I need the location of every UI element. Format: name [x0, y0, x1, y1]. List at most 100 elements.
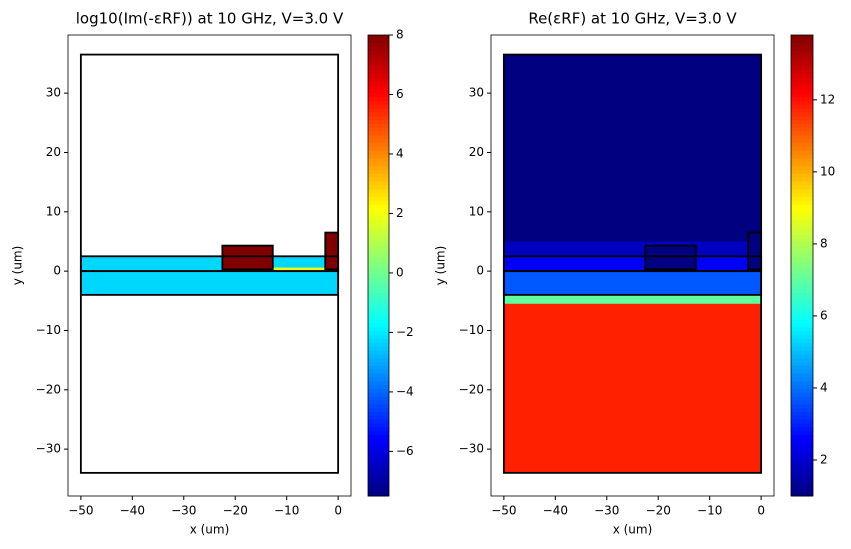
colorbar-cell: [791, 227, 813, 232]
colorbar-cell: [791, 100, 813, 105]
colorbar-cell: [368, 84, 389, 90]
colorbar-cell: [791, 223, 813, 228]
y-tick-label: 10: [469, 204, 484, 218]
colorbar-cell: [368, 346, 389, 351]
colorbar-cell: [368, 65, 389, 71]
colorbar-cell: [368, 246, 389, 251]
colorbar-cell: [791, 96, 813, 101]
colorbar-cell: [368, 411, 389, 416]
colorbar-cell: [368, 300, 389, 305]
colorbar-tick-label: 6: [820, 308, 828, 322]
colorbar-cell: [791, 219, 813, 224]
colorbar-cell: [368, 334, 389, 339]
colorbar-cell: [368, 476, 389, 482]
y-tick-label: −20: [459, 382, 484, 396]
colorbar-cell: [368, 357, 389, 363]
colorbar-cell: [368, 169, 389, 174]
colorbar-cell: [368, 115, 389, 121]
colorbar-cell: [368, 403, 389, 409]
colorbar-cell: [368, 127, 389, 132]
colorbar-cell: [368, 238, 389, 243]
colorbar-cell: [791, 58, 813, 63]
colorbar-tick-label: 0: [396, 265, 404, 279]
colorbar-cell: [368, 430, 389, 436]
colorbar-cell: [791, 484, 813, 489]
colorbar-cell: [368, 184, 389, 190]
colorbar-cell: [791, 365, 813, 370]
x-tick-label: 0: [757, 504, 765, 518]
colorbar-cell: [368, 407, 389, 412]
x-tick-label: −30: [594, 504, 619, 518]
colorbar-cell: [368, 396, 389, 401]
colorbar-cell: [368, 46, 389, 51]
chart-title: Re(εRF) at 10 GHz, V=3.0 V: [528, 10, 737, 28]
colorbar-cell: [791, 300, 813, 305]
colorbar-cell: [791, 319, 813, 324]
colorbar-cell: [368, 142, 389, 147]
x-tick-label: −20: [223, 504, 248, 518]
x-tick-label: −10: [697, 504, 722, 518]
colorbar-cell: [791, 154, 813, 159]
colorbar-cell: [791, 353, 813, 359]
colorbar-cell: [791, 115, 813, 121]
colorbar-cell: [368, 319, 389, 324]
colorbar-cell: [368, 277, 389, 282]
colorbar-cell: [368, 292, 389, 297]
colorbar-cell: [368, 69, 389, 74]
colorbar-cell: [368, 35, 389, 40]
colorbar-cell: [791, 180, 813, 186]
colorbar-cell: [791, 415, 813, 420]
colorbar-cell: [791, 104, 813, 109]
colorbar-cell: [791, 46, 813, 51]
colorbar-cell: [791, 350, 813, 355]
colorbar-cell: [791, 303, 813, 309]
colorbar-cell: [368, 269, 389, 274]
colorbar-cell: [791, 54, 813, 59]
colorbar-cell: [368, 442, 389, 447]
colorbar-tick-label: 2: [820, 452, 828, 466]
colorbar-tick-label: 10: [820, 164, 835, 178]
colorbar-cell: [791, 315, 813, 320]
colorbar-tick-label: 6: [396, 87, 404, 101]
colorbar-cell: [791, 476, 813, 482]
colorbar-cell: [791, 280, 813, 286]
colorbar-cell: [791, 253, 813, 259]
outline: [644, 244, 697, 271]
colorbar-cell: [368, 469, 389, 474]
colorbar-cell: [368, 134, 389, 140]
colorbar-cell: [368, 104, 389, 109]
colorbar-cell: [368, 488, 389, 493]
colorbar-cell: [368, 61, 389, 67]
colorbar-cell: [791, 392, 813, 397]
field-region: [503, 256, 762, 272]
colorbar-cell: [791, 480, 813, 485]
colorbar-cell: [791, 357, 813, 363]
colorbar-cell: [791, 127, 813, 132]
x-tick-label: −20: [646, 504, 671, 518]
colorbar-cell: [791, 411, 813, 416]
colorbar-cell: [791, 296, 813, 301]
colorbar-cell: [791, 461, 813, 466]
field-region: [80, 256, 339, 295]
colorbar-cell: [791, 265, 813, 270]
colorbar-cell: [368, 154, 389, 159]
colorbar-cell: [368, 50, 389, 55]
colorbar-cell: [791, 200, 813, 205]
field-region: [503, 241, 762, 257]
colorbar-cell: [368, 250, 389, 255]
colorbar-cell: [791, 230, 813, 236]
colorbar-cell: [791, 69, 813, 74]
colorbar-cell: [368, 419, 389, 424]
colorbar-cell: [791, 338, 813, 343]
colorbar-cell: [791, 131, 813, 136]
colorbar-cell: [368, 96, 389, 101]
colorbar-frame: [790, 34, 814, 497]
colorbar-cell: [368, 311, 389, 316]
colorbar-cell: [791, 142, 813, 147]
colorbar-cell: [791, 192, 813, 197]
colorbar-cell: [791, 84, 813, 90]
axes-frame: [490, 34, 775, 497]
colorbar-cell: [368, 472, 389, 478]
y-tick-label: −30: [36, 442, 61, 456]
colorbar-cell: [368, 111, 389, 117]
